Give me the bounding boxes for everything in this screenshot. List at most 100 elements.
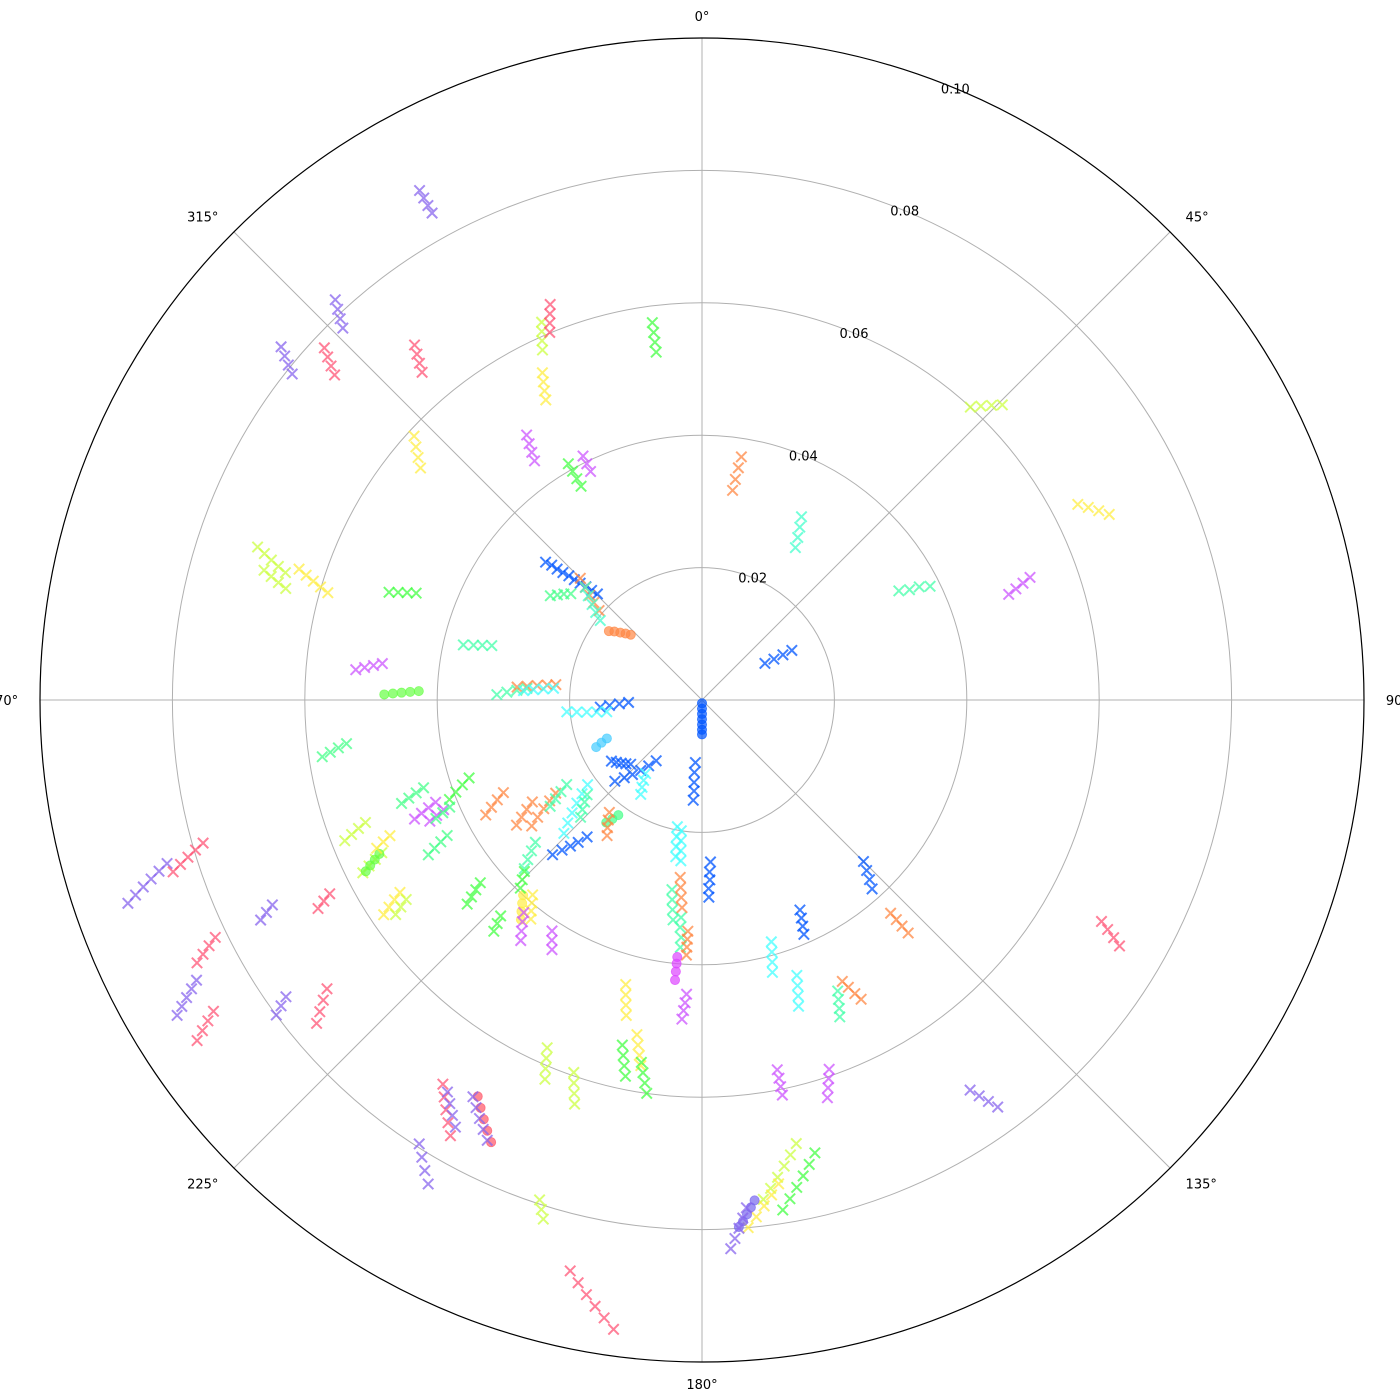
data-point bbox=[409, 340, 419, 350]
data-point bbox=[360, 817, 370, 827]
data-point bbox=[796, 512, 806, 522]
data-point bbox=[198, 838, 208, 848]
data-point bbox=[804, 1159, 814, 1169]
series-94 bbox=[396, 783, 428, 809]
data-point bbox=[562, 779, 572, 789]
r-tick-label: 0.04 bbox=[789, 449, 818, 464]
data-point bbox=[414, 358, 424, 368]
series-13 bbox=[727, 452, 746, 496]
series-31 bbox=[527, 788, 561, 831]
series-6 bbox=[547, 832, 592, 860]
series-101 bbox=[317, 738, 352, 762]
data-point bbox=[824, 1064, 834, 1074]
data-point bbox=[534, 1195, 544, 1205]
data-point bbox=[523, 854, 533, 864]
data-point bbox=[792, 980, 802, 990]
series-62 bbox=[540, 1043, 553, 1085]
data-point bbox=[326, 361, 336, 371]
series-81 bbox=[313, 889, 335, 914]
data-point bbox=[359, 662, 369, 672]
data-point bbox=[867, 884, 877, 894]
data-point bbox=[411, 442, 421, 452]
data-point bbox=[1011, 584, 1021, 594]
data-point bbox=[541, 1053, 551, 1063]
data-point bbox=[393, 587, 403, 597]
data-point bbox=[617, 1040, 627, 1050]
data-point bbox=[697, 730, 706, 739]
data-point bbox=[521, 430, 531, 440]
series-45 bbox=[670, 952, 681, 984]
data-point bbox=[563, 818, 573, 828]
data-point bbox=[676, 846, 686, 856]
data-point bbox=[903, 928, 913, 938]
data-point bbox=[542, 1043, 552, 1053]
data-point bbox=[261, 907, 271, 917]
data-point bbox=[623, 697, 633, 707]
data-point bbox=[1102, 924, 1112, 934]
data-point bbox=[647, 317, 657, 327]
data-point bbox=[287, 369, 297, 379]
data-point bbox=[704, 892, 714, 902]
data-point bbox=[315, 1007, 325, 1017]
data-point bbox=[778, 1205, 788, 1215]
data-point bbox=[572, 707, 582, 717]
data-point bbox=[468, 640, 478, 650]
data-point bbox=[792, 1182, 802, 1192]
series-115 bbox=[276, 342, 298, 380]
series-52 bbox=[1073, 499, 1115, 519]
series-70 bbox=[414, 1139, 433, 1190]
data-point bbox=[573, 1278, 583, 1288]
data-point bbox=[414, 687, 423, 696]
data-point bbox=[197, 1025, 207, 1035]
data-point bbox=[368, 660, 378, 670]
data-point bbox=[540, 1074, 550, 1084]
series-116 bbox=[409, 340, 427, 378]
series-17 bbox=[545, 589, 576, 601]
r-tick-label: 0.02 bbox=[738, 572, 767, 587]
data-point bbox=[993, 1102, 1003, 1112]
data-point bbox=[705, 857, 715, 867]
data-point bbox=[516, 935, 526, 945]
series-105 bbox=[252, 542, 290, 578]
data-point bbox=[547, 935, 557, 945]
data-point bbox=[204, 941, 214, 951]
series-86 bbox=[462, 878, 486, 910]
data-point bbox=[417, 367, 427, 377]
data-point bbox=[671, 967, 680, 976]
data-point bbox=[319, 343, 329, 353]
theta-tick-label: 225° bbox=[187, 1178, 218, 1193]
data-point bbox=[423, 1179, 433, 1189]
data-point bbox=[396, 798, 406, 808]
data-point bbox=[409, 431, 419, 441]
series-44 bbox=[885, 908, 913, 938]
data-point bbox=[502, 687, 512, 697]
series-107 bbox=[409, 431, 426, 473]
series-39 bbox=[675, 912, 687, 952]
data-point bbox=[688, 795, 698, 805]
data-point bbox=[792, 970, 802, 980]
data-point bbox=[318, 995, 328, 1005]
data-point bbox=[965, 402, 975, 412]
data-point bbox=[618, 1050, 628, 1060]
theta-tick-label: 135° bbox=[1186, 1178, 1217, 1193]
series-46 bbox=[677, 989, 692, 1024]
data-point bbox=[904, 584, 914, 594]
data-point bbox=[676, 912, 686, 922]
data-point bbox=[192, 958, 202, 968]
data-point bbox=[730, 1233, 740, 1243]
series-57 bbox=[778, 1148, 821, 1216]
data-point bbox=[280, 567, 290, 577]
data-point bbox=[442, 830, 452, 840]
data-point bbox=[279, 351, 289, 361]
series-74 bbox=[271, 992, 291, 1021]
data-point bbox=[322, 352, 332, 362]
data-point bbox=[791, 1138, 801, 1148]
data-point bbox=[861, 865, 871, 875]
data-point bbox=[569, 1078, 579, 1088]
series-10 bbox=[858, 856, 877, 894]
data-point bbox=[458, 640, 468, 650]
data-point bbox=[736, 452, 746, 462]
data-point bbox=[727, 485, 737, 495]
series-95 bbox=[340, 817, 371, 846]
